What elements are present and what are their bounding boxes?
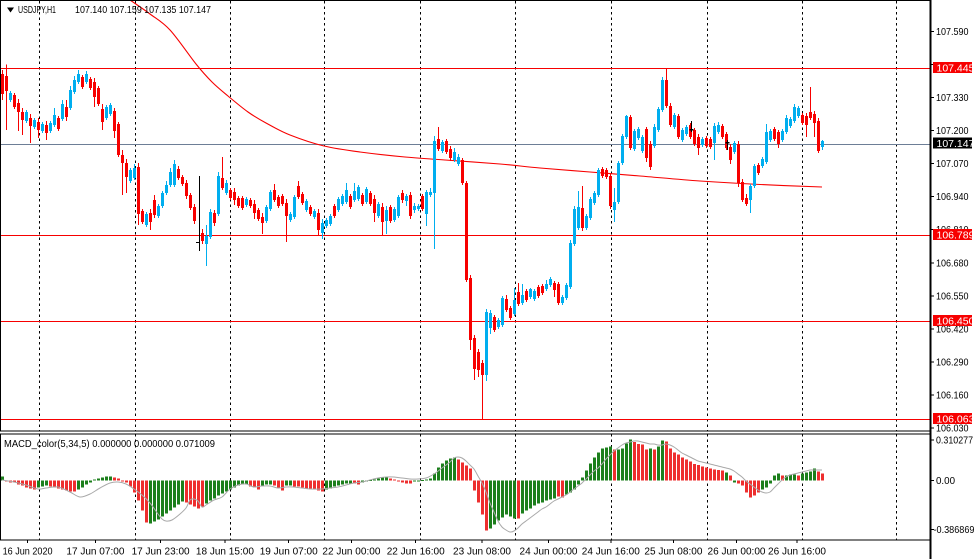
svg-text:26 Jun 00:00: 26 Jun 00:00 <box>708 546 766 558</box>
svg-text:106.420: 106.420 <box>936 323 969 335</box>
svg-text:107.445: 107.445 <box>937 62 975 74</box>
svg-text:0.310277: 0.310277 <box>936 435 973 447</box>
svg-text:106.940: 106.940 <box>936 191 969 203</box>
svg-text:0.00: 0.00 <box>936 475 955 487</box>
svg-text:26 Jun 16:00: 26 Jun 16:00 <box>768 546 826 558</box>
svg-text:106.680: 106.680 <box>936 257 969 269</box>
svg-text:107.330: 107.330 <box>936 92 969 104</box>
svg-text:107.070: 107.070 <box>936 158 969 170</box>
svg-text:19 Jun 07:00: 19 Jun 07:00 <box>260 546 318 558</box>
svg-text:17 Jun 07:00: 17 Jun 07:00 <box>66 546 124 558</box>
svg-text:107.140 107.159 107.135 107.14: 107.140 107.159 107.135 107.147 <box>75 4 211 16</box>
svg-text:107.590: 107.590 <box>936 26 969 38</box>
svg-text:106.030: 106.030 <box>936 423 969 435</box>
svg-text:17 Jun 23:00: 17 Jun 23:00 <box>132 546 190 558</box>
svg-text:23 Jun 08:00: 23 Jun 08:00 <box>453 546 511 558</box>
svg-text:107.147: 107.147 <box>937 138 975 150</box>
svg-text:106.550: 106.550 <box>936 290 969 302</box>
svg-text:-0.386869: -0.386869 <box>934 524 975 536</box>
svg-text:MACD_color(5,34,5) 0.000000 0.: MACD_color(5,34,5) 0.000000 0.000000 0.0… <box>4 438 215 450</box>
svg-text:107.200: 107.200 <box>936 125 969 137</box>
svg-text:24 Jun 16:00: 24 Jun 16:00 <box>582 546 640 558</box>
svg-text:22 Jun 00:00: 22 Jun 00:00 <box>322 546 380 558</box>
svg-text:106.450: 106.450 <box>937 315 975 327</box>
svg-text:18 Jun 15:00: 18 Jun 15:00 <box>196 546 254 558</box>
svg-text:106.063: 106.063 <box>937 413 975 425</box>
svg-text:16 Jun 2020: 16 Jun 2020 <box>3 546 53 558</box>
svg-text:106.160: 106.160 <box>936 390 969 402</box>
svg-text:22 Jun 16:00: 22 Jun 16:00 <box>387 546 445 558</box>
svg-text:USDJPY,H1: USDJPY,H1 <box>18 4 56 16</box>
svg-text:106.290: 106.290 <box>936 357 969 369</box>
svg-text:24 Jun 00:00: 24 Jun 00:00 <box>520 546 578 558</box>
svg-text:106.789: 106.789 <box>937 229 975 241</box>
svg-text:25 Jun 08:00: 25 Jun 08:00 <box>644 546 702 558</box>
